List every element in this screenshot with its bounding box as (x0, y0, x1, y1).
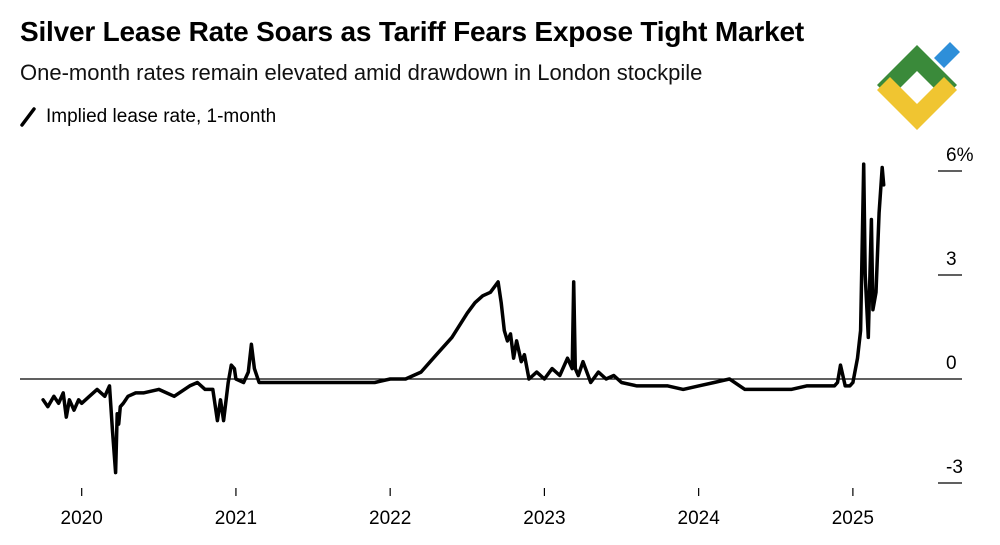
x-axis: 2020 2021 2022 2023 2024 2025 (61, 488, 874, 529)
legend-line-icon (20, 107, 36, 127)
x-tick-label: 2023 (523, 508, 565, 529)
chart-subtitle: One-month rates remain elevated amid dra… (20, 60, 703, 85)
legend-label: Implied lease rate, 1-month (46, 106, 277, 127)
x-tick-label: 2021 (215, 508, 257, 529)
y-tick-label: 3 (946, 249, 957, 270)
x-tick-label: 2020 (61, 508, 103, 529)
y-tick-label: -3 (946, 457, 963, 478)
x-tick-label: 2024 (678, 508, 721, 529)
chart-title: Silver Lease Rate Soars as Tariff Fears … (20, 16, 804, 47)
y-axis: 6% 3 0 -3 (938, 145, 974, 484)
brand-logo-icon (877, 42, 960, 130)
series-line-implied-lease-rate (41, 162, 886, 475)
x-tick-label: 2022 (369, 508, 411, 529)
legend: Implied lease rate, 1-month (20, 106, 276, 128)
y-tick-label: 6% (946, 145, 974, 166)
x-tick-label: 2025 (832, 508, 874, 529)
y-tick-label: 0 (946, 353, 957, 374)
